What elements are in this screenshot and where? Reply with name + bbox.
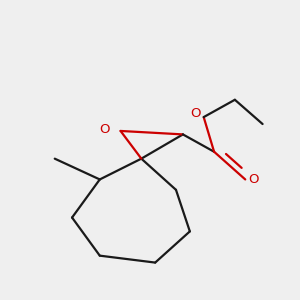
Text: O: O bbox=[249, 173, 259, 186]
Text: O: O bbox=[190, 107, 200, 120]
Text: O: O bbox=[100, 123, 110, 136]
